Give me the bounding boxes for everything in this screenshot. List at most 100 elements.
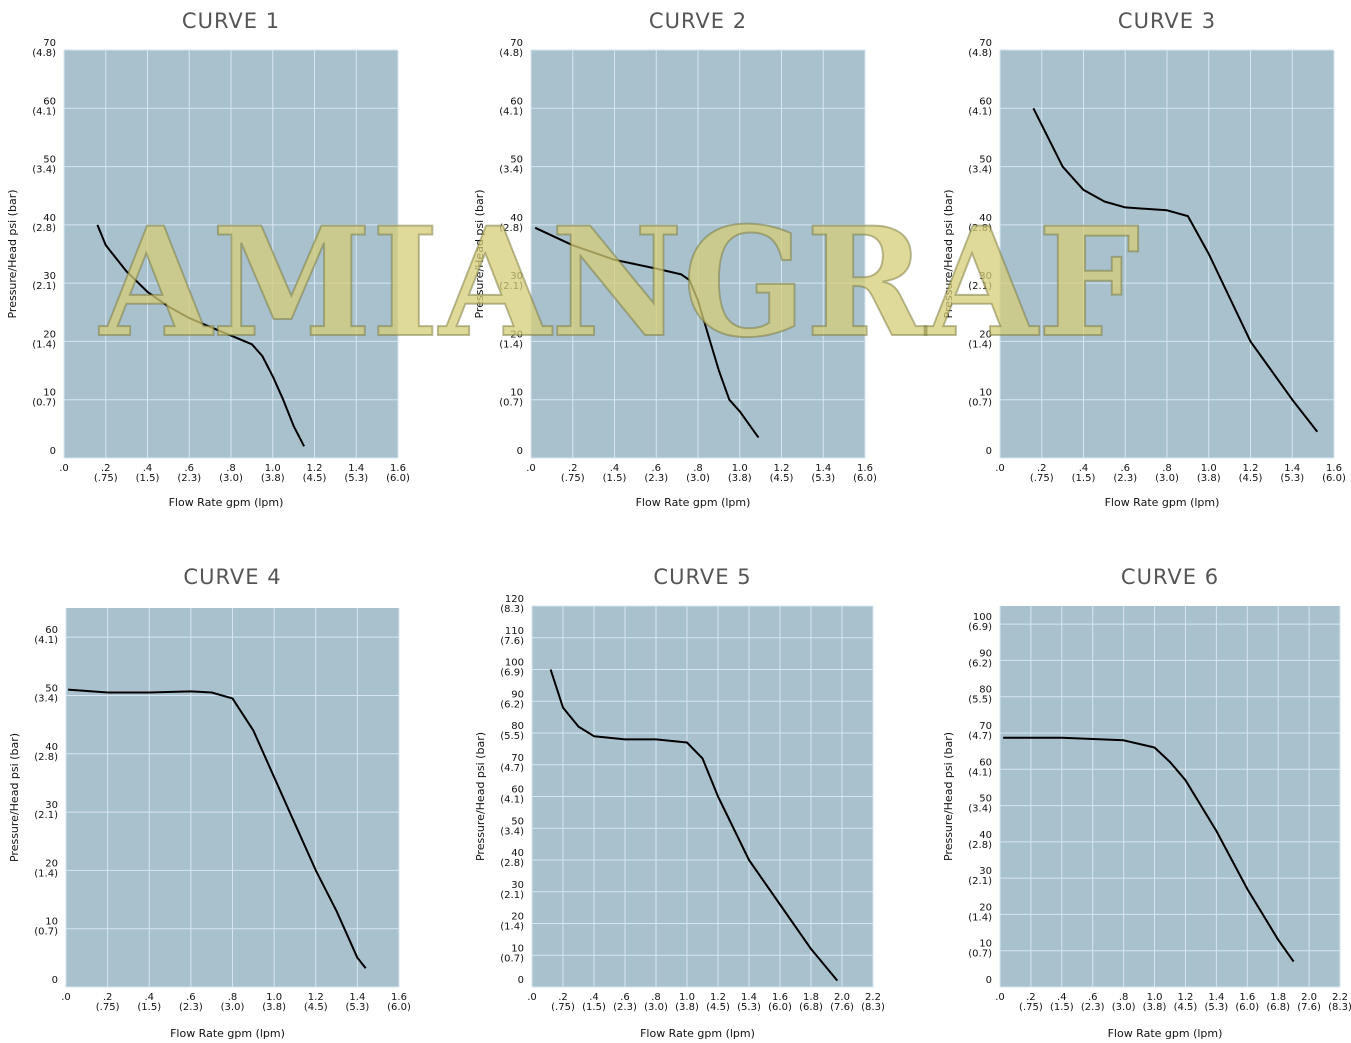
y-tick-label: 10 <box>43 388 56 399</box>
plot-area <box>1000 606 1340 987</box>
x-tick-label: 2.2 <box>865 992 881 1003</box>
chart-title: CURVE 6 <box>1121 565 1219 589</box>
pump-curve <box>68 688 367 969</box>
x-tick-label: 1.0 <box>1147 992 1163 1003</box>
x-axis-label: Flow Rate gpm (lpm) <box>169 496 284 509</box>
x-tick-label: (1.5) <box>603 473 627 484</box>
y-tick-label: 10 <box>510 388 523 399</box>
x-tick-label: (3.8) <box>728 473 752 484</box>
x-tick-label: .2 <box>568 463 578 474</box>
x-tick-label: .4 <box>589 992 599 1003</box>
x-axis-label: Flow Rate gpm (lpm) <box>1105 496 1220 509</box>
y-tick-label: (1.4) <box>968 339 992 350</box>
y-tick-label: (2.1) <box>500 890 524 901</box>
x-tick-label: .4 <box>143 463 153 474</box>
y-tick-label: (1.4) <box>34 868 58 879</box>
x-tick-label: .2 <box>1026 992 1036 1003</box>
y-tick-label: 0 <box>986 446 992 457</box>
y-tick-label: 90 <box>511 689 524 700</box>
y-tick-label: 60 <box>45 625 58 636</box>
x-tick-label: 1.8 <box>1270 992 1286 1003</box>
y-tick-label: 100 <box>505 658 524 669</box>
x-tick-label: 1.8 <box>803 992 819 1003</box>
chart-title: CURVE 1 <box>182 9 280 33</box>
x-tick-label: (.75) <box>1019 1002 1043 1013</box>
x-tick-label: (3.0) <box>1112 1002 1136 1013</box>
y-tick-label: (0.7) <box>968 949 992 960</box>
x-tick-label: (3.0) <box>686 473 710 484</box>
x-tick-label: .2 <box>101 463 111 474</box>
x-tick-label: .8 <box>226 463 236 474</box>
x-tick-label: .6 <box>620 992 630 1003</box>
x-tick-label: (.75) <box>551 1002 575 1013</box>
x-tick-label: (3.8) <box>1143 1002 1167 1013</box>
y-axis-label: Pressure/Head psi (bar) <box>6 189 19 318</box>
y-tick-label: 60 <box>979 96 992 107</box>
y-tick-label: 60 <box>979 757 992 768</box>
x-tick-label: 1.0 <box>732 463 748 474</box>
y-tick-label: 40 <box>511 848 524 859</box>
y-tick-label: (4.1) <box>500 795 524 806</box>
x-tick-label: .8 <box>228 992 238 1003</box>
y-tick-label: (4.8) <box>499 48 523 59</box>
x-tick-label: (1.5) <box>137 1002 161 1013</box>
x-tick-label: .4 <box>144 992 154 1003</box>
y-axis-label: Pressure/Head psi (bar) <box>942 732 955 861</box>
x-tick-label: 1.2 <box>308 992 324 1003</box>
y-tick-label: 20 <box>45 858 58 869</box>
y-tick-label: (2.8) <box>968 223 992 234</box>
x-tick-label: (3.0) <box>221 1002 245 1013</box>
x-tick-label: (.75) <box>561 473 585 484</box>
y-tick-label: (4.7) <box>968 731 992 742</box>
y-tick-label: (2.8) <box>968 840 992 851</box>
x-tick-label: 2.0 <box>834 992 850 1003</box>
y-tick-label: (2.8) <box>499 223 523 234</box>
pump-curve <box>549 669 839 982</box>
x-tick-label: (1.5) <box>1072 473 1096 484</box>
x-tick-label: (5.3) <box>811 473 835 484</box>
x-tick-label: .6 <box>186 992 196 1003</box>
x-tick-label: .0 <box>995 992 1005 1003</box>
y-tick-label: (0.7) <box>499 398 523 409</box>
y-tick-label: (2.1) <box>968 876 992 887</box>
y-tick-label: (4.7) <box>500 763 524 774</box>
x-tick-label: (3.8) <box>1197 473 1221 484</box>
x-tick-label: 1.4 <box>349 992 365 1003</box>
y-tick-label: (2.1) <box>968 281 992 292</box>
y-tick-label: 100 <box>973 612 992 623</box>
y-tick-label: (1.4) <box>499 339 523 350</box>
x-tick-label: .8 <box>651 992 661 1003</box>
x-tick-label: 1.6 <box>1326 463 1342 474</box>
x-tick-label: (.75) <box>96 1002 120 1013</box>
x-tick-label: .6 <box>1120 463 1130 474</box>
x-tick-label: (6.0) <box>1322 473 1346 484</box>
y-tick-label: (0.7) <box>32 398 56 409</box>
y-tick-label: (6.9) <box>500 668 524 679</box>
y-axis-label: Pressure/Head psi (bar) <box>473 189 486 318</box>
x-tick-label: .2 <box>103 992 113 1003</box>
x-axis-label: Flow Rate gpm (lpm) <box>170 1027 285 1040</box>
x-tick-label: (3.0) <box>1155 473 1179 484</box>
x-tick-label: 1.0 <box>265 463 281 474</box>
x-tick-label: .4 <box>610 463 620 474</box>
y-tick-label: 30 <box>510 271 523 282</box>
y-tick-label: 70 <box>43 38 56 49</box>
x-tick-label: 1.4 <box>741 992 757 1003</box>
x-tick-label: (2.3) <box>644 473 668 484</box>
y-tick-label: (4.1) <box>968 767 992 778</box>
y-tick-label: 10 <box>45 917 58 928</box>
x-tick-label: 1.6 <box>390 463 406 474</box>
y-tick-label: (3.4) <box>32 165 56 176</box>
y-tick-label: 80 <box>979 685 992 696</box>
y-tick-label: 20 <box>511 912 524 923</box>
y-tick-label: 20 <box>43 329 56 340</box>
x-tick-label: .6 <box>1088 992 1098 1003</box>
x-tick-label: (4.5) <box>706 1002 730 1013</box>
x-tick-label: (2.3) <box>179 1002 203 1013</box>
y-tick-label: 50 <box>979 794 992 805</box>
x-tick-label: (6.0) <box>768 1002 792 1013</box>
y-tick-label: 0 <box>517 446 523 457</box>
y-tick-label: 50 <box>510 155 523 166</box>
y-tick-label: 30 <box>511 880 524 891</box>
